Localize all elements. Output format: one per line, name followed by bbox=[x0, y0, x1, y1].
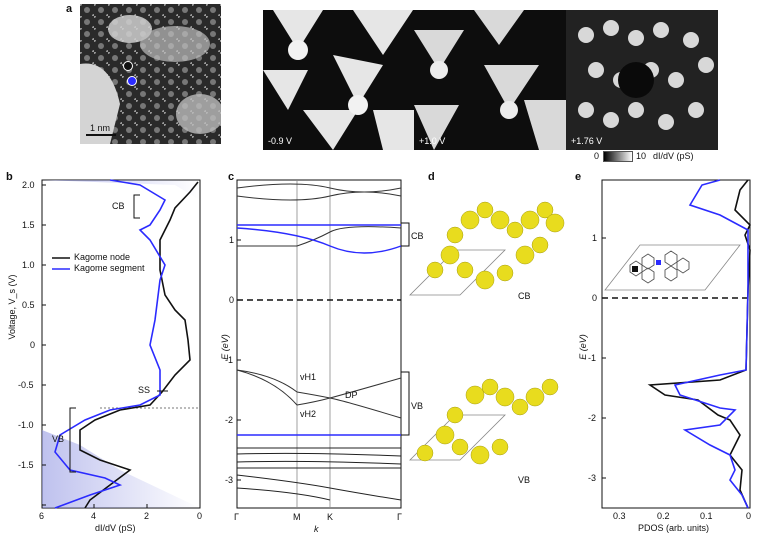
panel-e-xtick: 0.3 bbox=[613, 511, 626, 521]
panel-e-xlabel: PDOS (arb. units) bbox=[638, 523, 710, 533]
panel-b-ytick: -1.0 bbox=[18, 420, 34, 430]
legend-node-label: Kagome node bbox=[74, 252, 131, 262]
panel-e-pdos bbox=[601, 179, 751, 509]
orbital-vb-label: VB bbox=[518, 475, 531, 485]
colorbar-unit: dI/dV (pS) bbox=[653, 151, 694, 161]
panel-c-letter: c bbox=[228, 171, 235, 183]
panel-b-xtick: 6 bbox=[39, 511, 45, 521]
panel-d-letter: d bbox=[428, 171, 435, 183]
panel-c-bands bbox=[236, 179, 410, 509]
panel-b-letter: b bbox=[6, 171, 13, 183]
map-bias-label: +1.76 V bbox=[571, 136, 603, 146]
annotation-vb: VB bbox=[411, 401, 424, 411]
panel-e-ytick: 0 bbox=[592, 293, 598, 303]
panel-b-ytick: 0.5 bbox=[22, 300, 35, 310]
orbital-cb-label: CB bbox=[518, 291, 531, 301]
colorbar bbox=[603, 151, 633, 162]
panel-b-ytick: 1.0 bbox=[22, 260, 35, 270]
panel-e-xtick: 0.2 bbox=[657, 511, 670, 521]
orbital-cb bbox=[409, 201, 565, 296]
panel-c-ktick: Γ bbox=[397, 512, 402, 522]
colorbar-min: 0 bbox=[594, 151, 600, 161]
map-bias-label: -0.9 V bbox=[268, 136, 293, 146]
colorbar-max: 10 bbox=[636, 151, 647, 161]
legend-segment-label: Kagome segment bbox=[74, 263, 145, 273]
panel-c-ytick: -2 bbox=[225, 415, 234, 425]
annotation-ss: SS bbox=[138, 385, 151, 395]
stm-map-plus-1p76: +1.76 V bbox=[566, 10, 718, 150]
panel-e-ytick: -2 bbox=[588, 413, 597, 423]
panel-b-xtick: 4 bbox=[91, 511, 97, 521]
curve-kagome-segment bbox=[54, 179, 167, 509]
curve-kagome-node bbox=[79, 181, 199, 509]
panel-b-ytick: -1.5 bbox=[18, 460, 34, 470]
panel-b-spectra bbox=[41, 179, 201, 509]
panel-c-ytick: 1 bbox=[229, 235, 235, 245]
annotation-cb: CB bbox=[411, 231, 424, 241]
panel-c-ytick: -3 bbox=[225, 475, 234, 485]
annotation-dp: DP bbox=[345, 390, 358, 400]
stm-image-overview: 1 nm bbox=[80, 4, 221, 144]
panel-c-ktick: K bbox=[327, 512, 334, 522]
stm-map-plus-1p0: +1.0 V bbox=[414, 10, 566, 150]
annotation-cb: CB bbox=[112, 201, 125, 211]
panel-c-ktick: M bbox=[293, 512, 301, 522]
panel-e-ytick: 1 bbox=[592, 233, 598, 243]
panel-b-ytick: 1.5 bbox=[22, 220, 35, 230]
panel-b-ytick: -0.5 bbox=[18, 380, 34, 390]
panel-e-ytick: -3 bbox=[588, 473, 597, 483]
panel-b-ytick: 2.0 bbox=[22, 180, 35, 190]
panel-b-ytick: 0 bbox=[30, 340, 36, 350]
panel-e-letter: e bbox=[575, 171, 582, 183]
panel-e-ytick: -1 bbox=[588, 353, 597, 363]
panel-b-xtick: 0 bbox=[197, 511, 203, 521]
stm-map-minus-0p9: -0.9 V bbox=[263, 10, 415, 150]
panel-e-xtick: 0 bbox=[746, 511, 752, 521]
panel-e-ylabel: E (eV) bbox=[577, 334, 588, 360]
panel-c-ytick: 0 bbox=[229, 295, 235, 305]
annotation-vh1: vH1 bbox=[300, 372, 317, 382]
panel-a-letter: a bbox=[66, 3, 73, 15]
panel-b-xtick: 2 bbox=[144, 511, 150, 521]
scale-bar-label: 1 nm bbox=[90, 123, 111, 133]
panel-b-xlabel: dI/dV (pS) bbox=[95, 523, 136, 533]
orbital-vb bbox=[409, 378, 559, 465]
panel-e-xtick: 0.1 bbox=[700, 511, 713, 521]
annotation-vh2: vH2 bbox=[300, 409, 317, 419]
panel-c-ytick: -1 bbox=[225, 355, 234, 365]
panel-c-ktick: Γ bbox=[234, 512, 239, 522]
panel-b-ylabel: Voltage, V_s (V) bbox=[7, 274, 17, 340]
annotation-vb: VB bbox=[52, 434, 65, 444]
map-bias-label: +1.0 V bbox=[419, 136, 446, 146]
panel-c-xlabel: k bbox=[314, 524, 319, 534]
